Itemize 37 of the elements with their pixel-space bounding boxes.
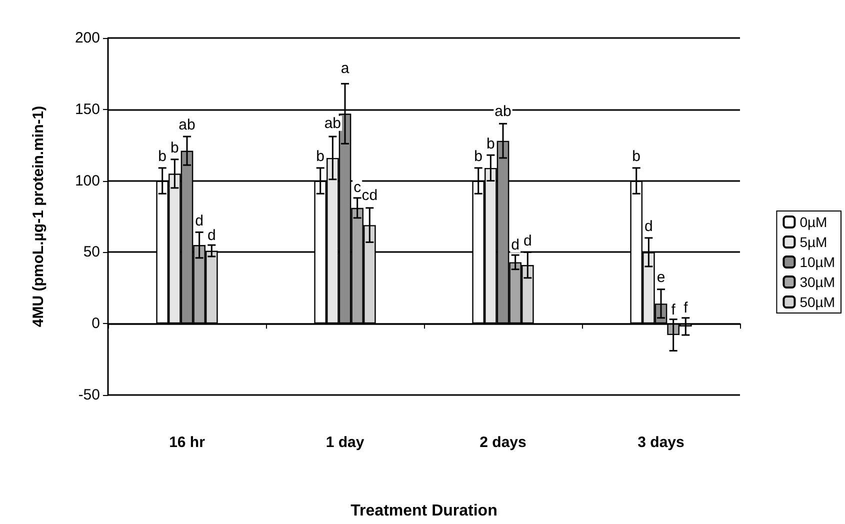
data-label: cd xyxy=(362,187,378,204)
data-label: b xyxy=(316,148,325,166)
data-label: d xyxy=(523,232,532,250)
legend-label: 30µM xyxy=(800,274,836,290)
data-label: ab xyxy=(178,116,196,134)
y-tick-label: -50 xyxy=(78,386,100,404)
data-label: a xyxy=(340,60,350,78)
x-tick-label: 16 hr xyxy=(169,434,206,451)
data-label: b xyxy=(632,148,641,166)
data-label: c xyxy=(354,178,362,196)
x-tick-label: 3 days xyxy=(638,434,684,451)
data-label: b xyxy=(474,148,483,166)
y-tick-label: 150 xyxy=(74,100,100,118)
legend-label: 10µM xyxy=(800,254,836,270)
legend-label: 50µM xyxy=(800,294,836,310)
data-label: b xyxy=(158,148,167,166)
data-label: d xyxy=(644,218,653,235)
x-tick-label: 1 day xyxy=(326,434,365,451)
x-tick-label: 2 days xyxy=(480,434,526,451)
data-label: d xyxy=(195,212,204,230)
data-label: f xyxy=(684,300,689,317)
y-tick-label: 200 xyxy=(74,30,100,46)
y-tick-label: 100 xyxy=(74,172,100,190)
data-label: f xyxy=(671,301,676,318)
data-label: d xyxy=(207,226,216,244)
legend-label: 5µM xyxy=(800,234,828,250)
data-label: e xyxy=(656,269,666,286)
data-label: ab xyxy=(494,102,512,120)
y-axis-title: 4MU (pmoL.µg-1 protein.min-1) xyxy=(30,106,47,328)
data-label: b xyxy=(170,139,179,156)
y-tick-label: 50 xyxy=(83,244,100,261)
legend-label: 0µM xyxy=(800,214,828,230)
data-label: ab xyxy=(324,114,342,132)
data-label: d xyxy=(511,236,520,254)
data-label: b xyxy=(486,135,495,152)
x-axis-title: Treatment Duration xyxy=(350,502,498,520)
y-tick-label: 0 xyxy=(92,315,100,332)
